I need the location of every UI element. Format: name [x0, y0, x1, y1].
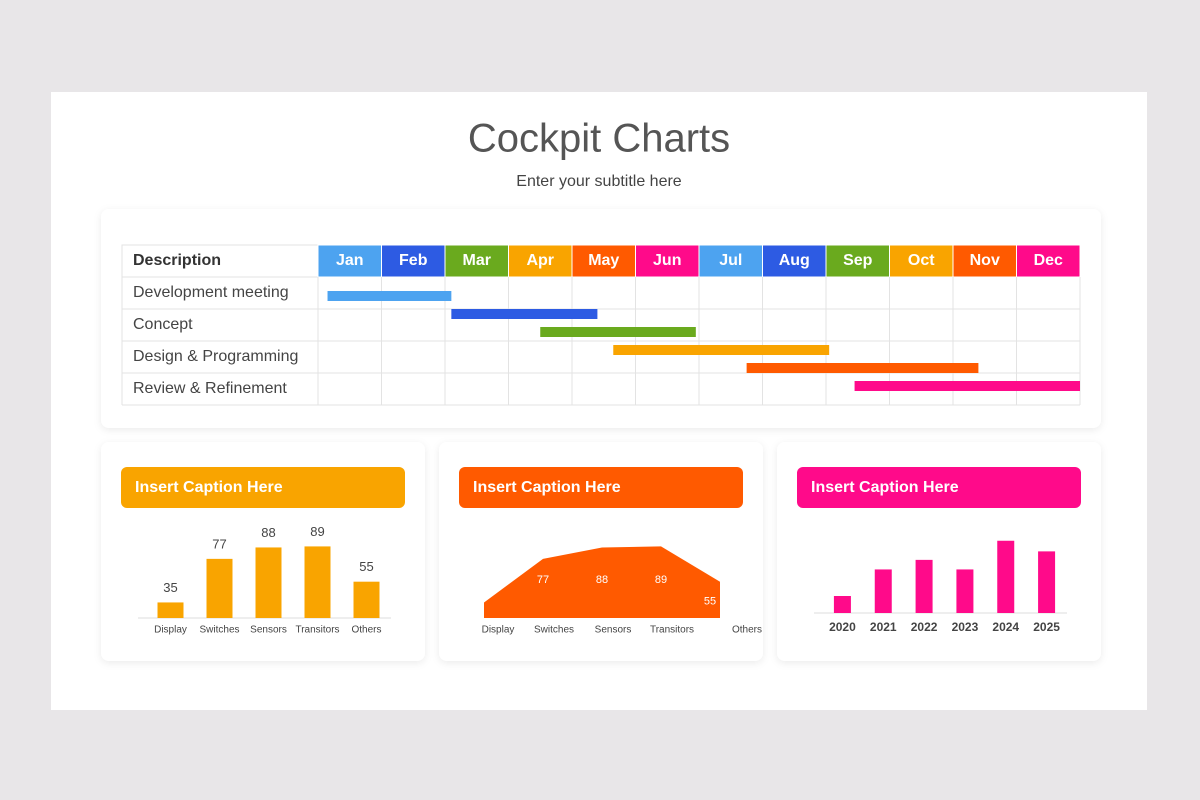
- title: Cockpit Charts: [468, 117, 730, 161]
- month-label: Apr: [526, 252, 554, 269]
- x-tick-label: 2024: [992, 620, 1019, 634]
- data-label: 88: [596, 574, 608, 586]
- month-label: Sep: [843, 252, 873, 269]
- month-label: Dec: [1034, 252, 1063, 269]
- x-tick-label: Display: [482, 625, 515, 636]
- month-header: [381, 244, 446, 278]
- bar: [255, 547, 282, 618]
- caption-box: [797, 467, 1081, 508]
- row-label: Development meeting: [133, 284, 289, 301]
- month-label: May: [588, 252, 619, 269]
- caption: Insert Caption Here: [473, 479, 621, 496]
- gantt-bar: [540, 327, 696, 337]
- gantt-bar: [451, 309, 598, 319]
- charts: Description Jan Feb Mar Apr May Jun Jul Aug Sep Oc…: [121, 244, 1081, 656]
- month-header: [317, 244, 382, 278]
- month-label: Jun: [653, 252, 681, 269]
- row-label: Review & Refinement: [133, 380, 287, 397]
- gantt-bar: [327, 291, 452, 301]
- x-tick-label: 2021: [870, 620, 897, 634]
- data-label: 55: [359, 559, 373, 574]
- x-tick-label: 2022: [911, 620, 938, 634]
- caption: Insert Caption Here: [811, 479, 959, 496]
- month-header: [952, 244, 1017, 278]
- month-label: Aug: [779, 252, 810, 269]
- x-tick-label: 2023: [952, 620, 979, 634]
- bar: [304, 546, 331, 618]
- area: [484, 546, 720, 618]
- month-label: Mar: [463, 252, 491, 269]
- data-label: 89: [310, 524, 324, 539]
- caption-box: [459, 467, 743, 508]
- month-label: Oct: [908, 252, 935, 269]
- gantt-bar: [746, 363, 979, 373]
- x-tick-label: Sensors: [595, 625, 632, 636]
- x-tick-label: Others: [351, 625, 381, 636]
- month-label: Jan: [336, 252, 364, 269]
- caption-box: [121, 467, 405, 508]
- data-label: 35: [492, 644, 504, 656]
- subtitle: Enter your subtitle here: [516, 173, 682, 190]
- bar: [997, 540, 1015, 613]
- bar: [956, 569, 974, 613]
- bar: [353, 581, 380, 618]
- x-tick-label: Transitors: [295, 625, 339, 636]
- row-label: Concept: [133, 316, 193, 333]
- month-header: [444, 244, 509, 278]
- x-tick-label: 2020: [829, 620, 856, 634]
- x-tick-label: Sensors: [250, 625, 287, 636]
- x-tick-label: Transitors: [650, 625, 694, 636]
- month-label: Jul: [719, 252, 742, 269]
- data-label: 89: [655, 574, 667, 586]
- bar: [206, 558, 233, 618]
- data-label: 88: [261, 525, 275, 540]
- x-tick-label: 2025: [1033, 620, 1060, 634]
- caption: Insert Caption Here: [135, 479, 283, 496]
- data-label: 35: [163, 580, 177, 595]
- bar: [915, 559, 933, 613]
- data-label: 77: [212, 536, 226, 551]
- x-tick-label: Others: [732, 625, 762, 636]
- bar: [833, 596, 851, 613]
- x-tick-label: Switches: [534, 625, 574, 636]
- month-label: Nov: [970, 252, 1000, 269]
- month-header: [1016, 244, 1081, 278]
- header-label: Description: [133, 252, 221, 269]
- area-group: 35 Display 77 Switches 88 Sensors 89 Transitors…: [482, 546, 762, 656]
- bar: [874, 569, 892, 613]
- bar: [1038, 551, 1056, 613]
- month-header: [889, 244, 954, 278]
- data-label: 55: [704, 596, 716, 608]
- data-label: 77: [537, 574, 549, 586]
- x-tick-label: Display: [154, 625, 187, 636]
- gantt-bar: [854, 381, 1080, 391]
- bar: [157, 602, 184, 618]
- month-header: [508, 244, 573, 278]
- gantt-bar: [613, 345, 830, 355]
- month-header: [571, 244, 636, 278]
- table-header: [121, 244, 319, 278]
- month-label: Feb: [399, 252, 428, 269]
- row-label: Design & Programming: [133, 348, 298, 365]
- x-tick-label: Switches: [199, 625, 239, 636]
